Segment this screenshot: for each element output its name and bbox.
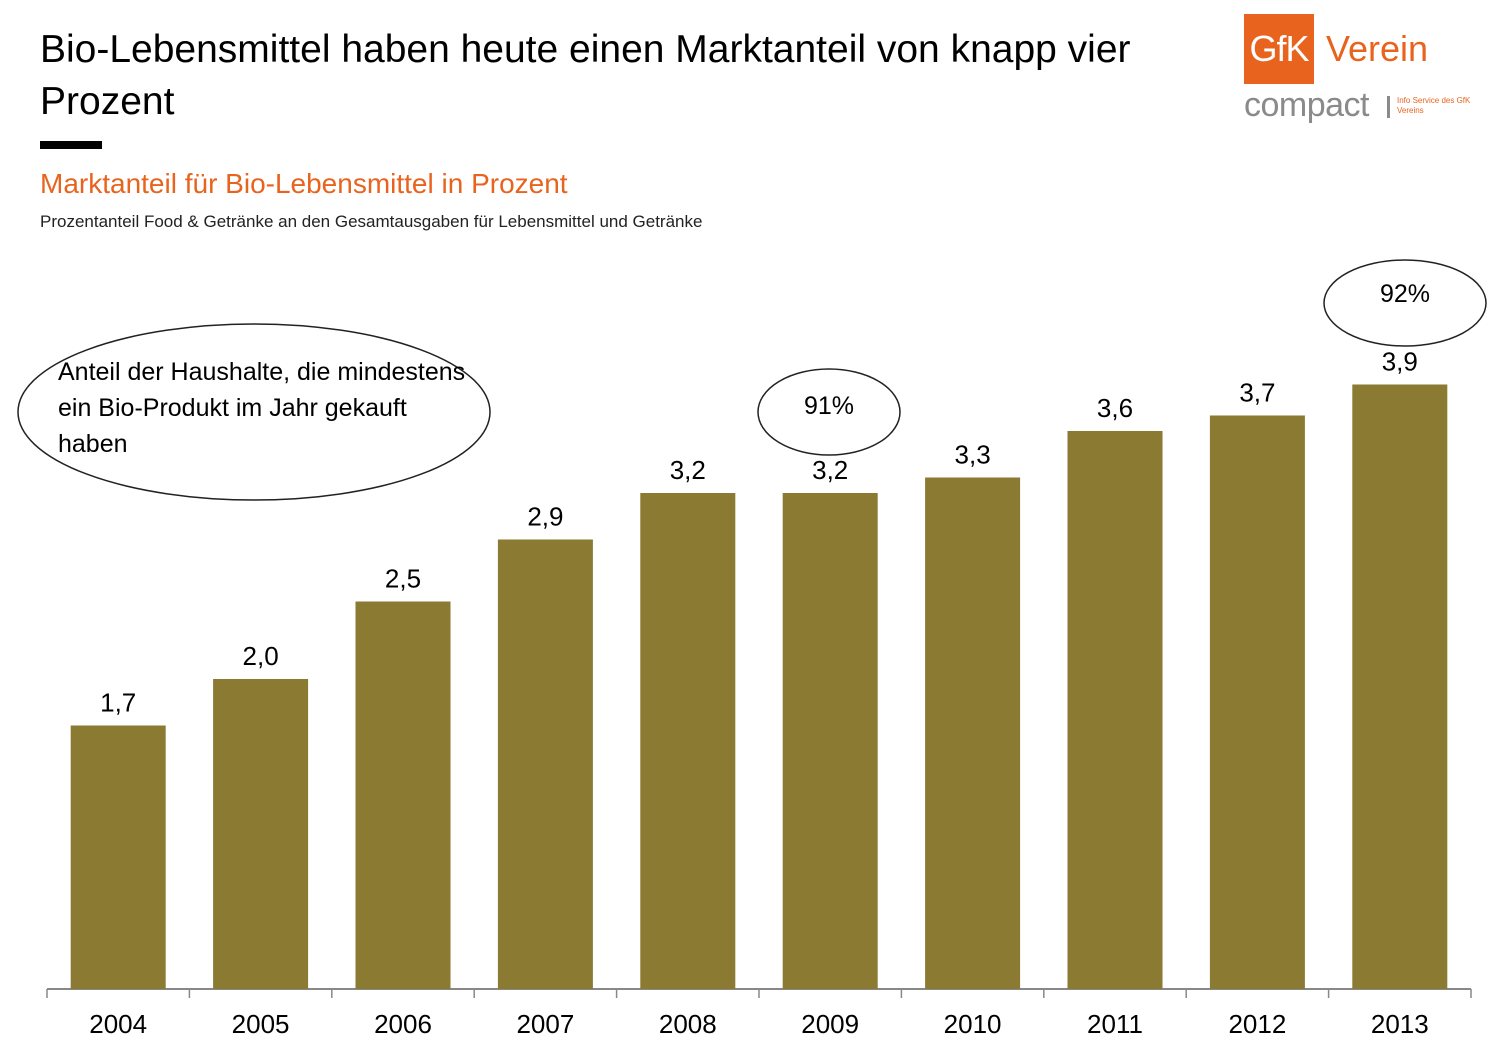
data-label-2004: 1,7 [100, 688, 136, 718]
households-2009-ellipse [757, 368, 901, 456]
x-tick-label-2006: 2006 [374, 1009, 432, 1039]
logo-verein-text: Verein [1326, 28, 1429, 69]
x-tick-label-2009: 2009 [801, 1009, 859, 1039]
data-label-2007: 2,9 [527, 502, 563, 532]
bar-2006 [355, 601, 451, 989]
data-label-2008: 3,2 [670, 455, 706, 485]
logo-compact-text: compact [1244, 86, 1370, 124]
x-tick-label-2011: 2011 [1087, 1009, 1143, 1039]
chart-title: Marktanteil für Bio-Lebensmittel in Proz… [40, 168, 568, 199]
bar-2010 [925, 477, 1021, 989]
page-title: Bio-Lebensmittel haben heute einen Markt… [40, 28, 1131, 123]
bar-2007 [497, 539, 593, 989]
title-underline [40, 141, 102, 149]
data-label-2012: 3,7 [1239, 378, 1275, 408]
x-tick-label-2008: 2008 [659, 1009, 717, 1039]
households-2013-ellipse [1323, 259, 1487, 347]
x-tick-label-2010: 2010 [944, 1009, 1002, 1039]
bar-2013 [1352, 384, 1448, 989]
data-label-2006: 2,5 [385, 564, 421, 594]
logo-info-text: Info Service des GfK Vereins [1397, 96, 1471, 115]
gfk-logo-box: GfK [1244, 14, 1314, 84]
bar-2009 [782, 493, 878, 989]
x-tick-label-2012: 2012 [1228, 1009, 1286, 1039]
x-tick-label-2013: 2013 [1371, 1009, 1429, 1039]
x-tick-label-2004: 2004 [89, 1009, 147, 1039]
data-label-2011: 3,6 [1097, 393, 1133, 423]
bar-2008 [640, 493, 736, 989]
households-annotation-text: Anteil der Haushalte, die mindestens ein… [58, 358, 466, 458]
bar-2012 [1209, 415, 1305, 989]
bar-2004 [70, 725, 166, 989]
households-2009-label: 91% [803, 392, 855, 420]
x-tick-label-2005: 2005 [232, 1009, 290, 1039]
logo-separator [1387, 96, 1390, 118]
households-2013-label: 92% [1379, 280, 1431, 308]
x-tick-label-2007: 2007 [516, 1009, 574, 1039]
data-label-2010: 3,3 [955, 440, 991, 470]
chart-subtitle: Prozentanteil Food & Getränke an den Ges… [40, 212, 703, 231]
gfk-verein-logo: GfK Verein compact Info Service des GfK … [1244, 14, 1484, 126]
data-label-2005: 2,0 [243, 641, 279, 671]
data-label-2009: 3,2 [812, 455, 848, 485]
bar-2011 [1067, 431, 1163, 989]
data-label-2013: 3,9 [1382, 347, 1418, 377]
bar-2005 [213, 679, 309, 989]
households-annotation-ellipse [17, 323, 491, 501]
